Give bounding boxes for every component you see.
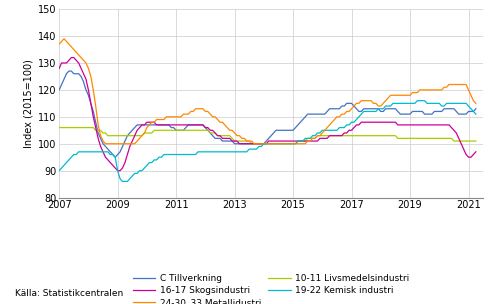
10-11 Livsmedelsindustri	[190, 129, 196, 132]
19-22 Kemisk industri	[56, 169, 62, 172]
16-17 Skogsindustri	[56, 67, 62, 70]
19-22 Kemisk industri	[281, 142, 286, 146]
16-17 Skogsindustri	[307, 139, 313, 143]
24-30_33 Metallidustri	[90, 88, 96, 92]
C Tillverkning	[283, 129, 289, 132]
C Tillverkning	[195, 123, 201, 127]
C Tillverkning	[56, 88, 62, 92]
10-11 Livsmedelsindustri	[88, 126, 94, 130]
16-17 Skogsindustri	[115, 169, 121, 172]
Text: Källa: Statistikcentralen: Källa: Statistikcentralen	[15, 289, 123, 298]
19-22 Kemisk industri	[193, 153, 199, 156]
10-11 Livsmedelsindustri	[305, 136, 311, 140]
Line: 24-30_33 Metallidustri: 24-30_33 Metallidustri	[59, 39, 476, 144]
10-11 Livsmedelsindustri	[178, 129, 184, 132]
Line: C Tillverkning: C Tillverkning	[59, 71, 476, 157]
16-17 Skogsindustri	[195, 123, 201, 127]
19-22 Kemisk industri	[415, 99, 421, 102]
C Tillverkning	[473, 107, 479, 111]
19-22 Kemisk industri	[120, 180, 126, 183]
16-17 Skogsindustri	[183, 123, 189, 127]
19-22 Kemisk industri	[246, 147, 252, 151]
24-30_33 Metallidustri	[307, 139, 313, 143]
C Tillverkning	[112, 155, 118, 159]
24-30_33 Metallidustri	[103, 142, 108, 146]
16-17 Skogsindustri	[473, 150, 479, 154]
24-30_33 Metallidustri	[56, 42, 62, 46]
16-17 Skogsindustri	[248, 142, 254, 146]
24-30_33 Metallidustri	[283, 142, 289, 146]
16-17 Skogsindustri	[90, 115, 96, 119]
10-11 Livsmedelsindustri	[281, 142, 286, 146]
C Tillverkning	[248, 142, 254, 146]
10-11 Livsmedelsindustri	[244, 139, 250, 143]
16-17 Skogsindustri	[283, 139, 289, 143]
C Tillverkning	[183, 126, 189, 130]
Y-axis label: Index (2015=100): Index (2015=100)	[24, 59, 34, 148]
24-30_33 Metallidustri	[473, 102, 479, 105]
19-22 Kemisk industri	[88, 150, 94, 154]
24-30_33 Metallidustri	[183, 112, 189, 116]
10-11 Livsmedelsindustri	[473, 139, 479, 143]
C Tillverkning	[90, 110, 96, 113]
19-22 Kemisk industri	[305, 136, 311, 140]
24-30_33 Metallidustri	[61, 37, 67, 40]
Line: 10-11 Livsmedelsindustri: 10-11 Livsmedelsindustri	[59, 128, 476, 144]
24-30_33 Metallidustri	[195, 107, 201, 111]
19-22 Kemisk industri	[473, 112, 479, 116]
19-22 Kemisk industri	[180, 153, 186, 156]
16-17 Skogsindustri	[69, 56, 74, 59]
24-30_33 Metallidustri	[248, 139, 254, 143]
Line: 19-22 Kemisk industri: 19-22 Kemisk industri	[59, 101, 476, 181]
Line: 16-17 Skogsindustri: 16-17 Skogsindustri	[59, 57, 476, 171]
Legend: C Tillverkning, 16-17 Skogsindustri, 24-30_33 Metallidustri, 10-11 Livsmedelsind: C Tillverkning, 16-17 Skogsindustri, 24-…	[133, 274, 410, 304]
10-11 Livsmedelsindustri	[56, 126, 62, 130]
C Tillverkning	[307, 112, 313, 116]
C Tillverkning	[66, 69, 72, 73]
10-11 Livsmedelsindustri	[248, 142, 254, 146]
